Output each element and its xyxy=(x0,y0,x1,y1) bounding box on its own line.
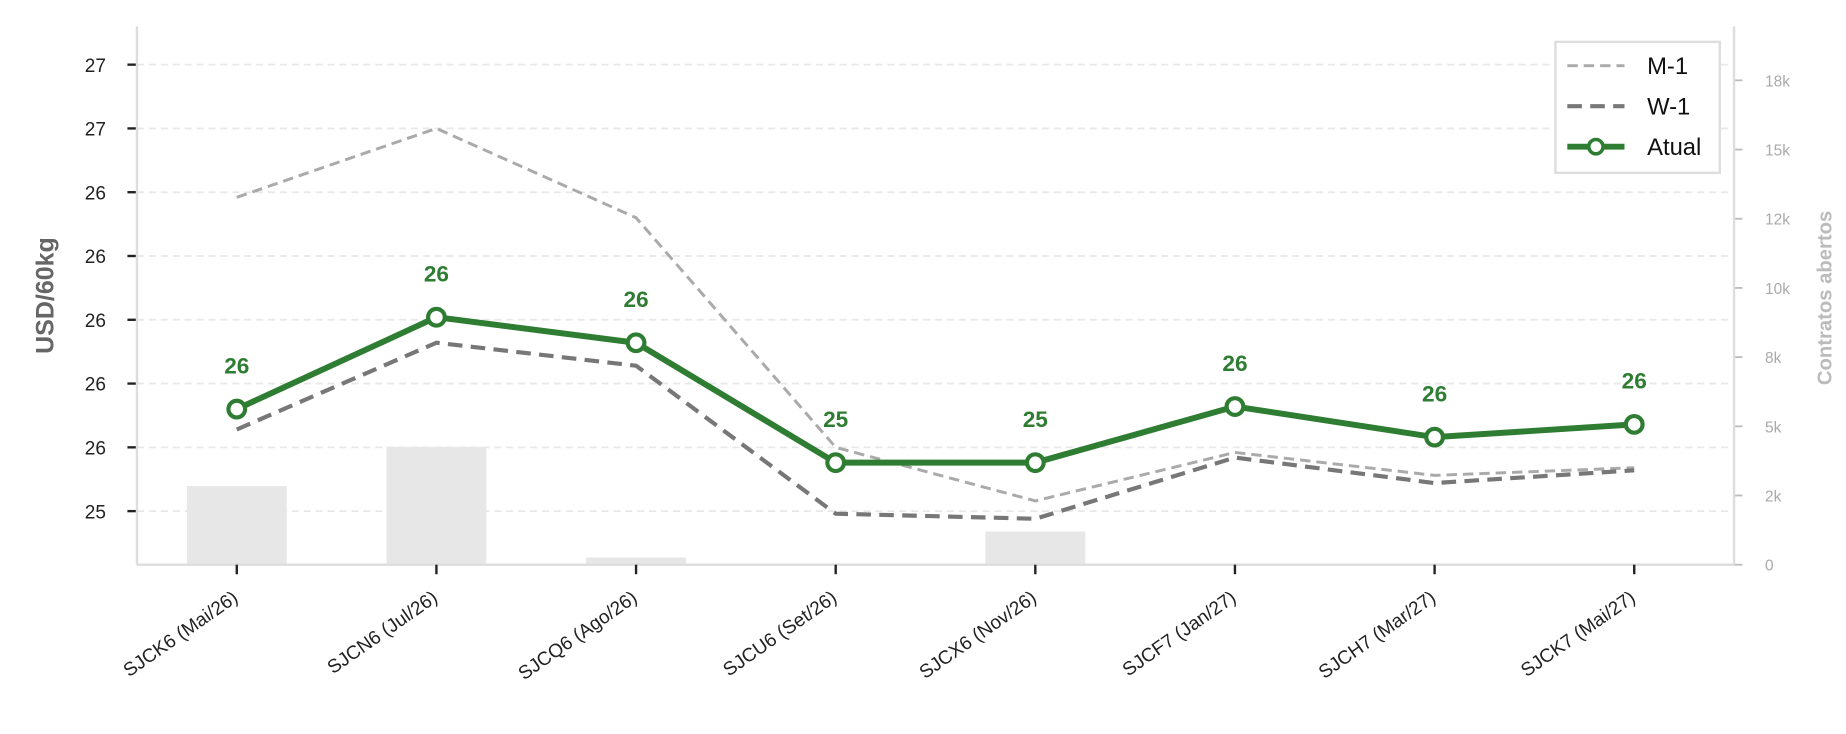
y-tick-label: 26 xyxy=(85,438,106,459)
value-label: 26 xyxy=(623,287,648,312)
x-tick-label: SJCH7 (Mar/27) xyxy=(1315,587,1440,683)
y2-tick-label: 5k xyxy=(1765,419,1782,436)
value-label: 26 xyxy=(424,261,449,286)
legend-label: M-1 xyxy=(1647,53,1688,80)
value-label: 26 xyxy=(1222,351,1247,376)
point xyxy=(1623,413,1645,435)
bar xyxy=(985,531,1086,565)
point xyxy=(1424,426,1446,448)
x-tick-label: SJCK6 (Mai/26) xyxy=(120,587,242,681)
value-label: 25 xyxy=(823,407,848,432)
y-tick-label: 27 xyxy=(85,56,106,77)
y2-axis-label: Contratos abertos xyxy=(1815,211,1837,385)
point xyxy=(425,306,447,328)
x-tick-label: SJCK7 (Mai/27) xyxy=(1517,587,1639,681)
bar xyxy=(186,486,287,565)
value-label: 25 xyxy=(1023,407,1048,432)
y2-tick-label: 18k xyxy=(1765,73,1790,90)
value-label: 26 xyxy=(1422,381,1447,406)
series-line xyxy=(235,340,1635,521)
x-tick-label: SJCU6 (Set/26) xyxy=(720,587,841,681)
series-line xyxy=(235,314,1635,466)
legend-marker xyxy=(1586,137,1605,156)
point xyxy=(1224,396,1246,417)
y-tick-label: 26 xyxy=(85,311,106,332)
bar xyxy=(586,557,686,565)
y2-tick-label: 10k xyxy=(1765,281,1790,298)
x-tick-label: SJCN6 (Jul/26) xyxy=(324,587,442,678)
value-label: 26 xyxy=(1622,369,1647,394)
y-axis-label: USD/60kg xyxy=(32,237,60,354)
x-tick-label: SJCX6 (Nov/26) xyxy=(916,587,1041,683)
x-tick-label: SJCQ6 (Ago/26) xyxy=(515,587,642,684)
y-tick-label: 26 xyxy=(85,183,106,204)
series-line xyxy=(236,126,1635,503)
point xyxy=(825,452,847,474)
y2-tick-label: 8k xyxy=(1765,350,1782,367)
point xyxy=(1024,452,1046,474)
y-tick-label: 26 xyxy=(85,375,106,396)
y-tick-label: 27 xyxy=(85,120,106,141)
y2-tick-label: 0 xyxy=(1765,558,1774,575)
y-tick-label: 25 xyxy=(85,502,106,523)
y2-tick-label: 2k xyxy=(1765,488,1782,505)
x-tick-label: SJCF7 (Jan/27) xyxy=(1119,587,1240,681)
point xyxy=(625,332,647,354)
bar xyxy=(386,446,487,565)
y2-tick-label: 12k xyxy=(1765,212,1790,229)
legend xyxy=(1554,40,1721,175)
legend-label: W-1 xyxy=(1647,94,1690,121)
y2-tick-label: 15k xyxy=(1765,143,1790,160)
y-tick-label: 26 xyxy=(85,247,106,268)
point xyxy=(226,398,248,420)
value-label: 26 xyxy=(224,353,249,378)
legend-label: Atual xyxy=(1647,134,1701,161)
